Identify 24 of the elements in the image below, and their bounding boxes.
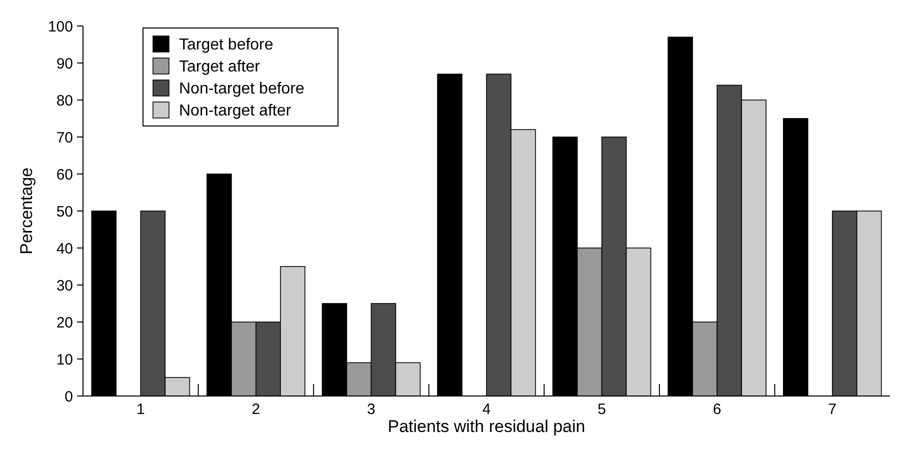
x-tick-label: 7 <box>828 401 837 418</box>
y-tick-label: 100 <box>48 18 73 36</box>
x-tick-label: 1 <box>136 401 145 418</box>
legend-label: Non-target after <box>179 102 292 120</box>
x-tick-label: 6 <box>712 401 722 418</box>
x-tick-label: 3 <box>367 401 376 418</box>
legend-label: Target before <box>179 36 274 54</box>
y-tick-label: 40 <box>56 240 73 258</box>
legend-label: Target after <box>179 58 261 76</box>
y-tick-label: 70 <box>56 129 73 146</box>
x-tick-label: 4 <box>482 401 491 418</box>
x-tick-label: 5 <box>598 401 606 418</box>
y-tick-label: 90 <box>56 55 73 72</box>
x-axis-title: Patients with residual pain <box>388 417 586 436</box>
y-tick-label: 80 <box>56 92 73 110</box>
y-tick-label: 0 <box>64 388 73 406</box>
y-tick-label: 30 <box>56 277 73 294</box>
y-tick-label: 20 <box>56 314 73 332</box>
x-tick-label: 2 <box>252 401 260 418</box>
y-tick-label: 10 <box>56 351 73 368</box>
y-tick-label: 50 <box>56 203 73 220</box>
legend-label: Non-target before <box>179 80 305 98</box>
y-axis-title: Percentage <box>17 168 36 254</box>
y-tick-label: 60 <box>56 166 73 184</box>
